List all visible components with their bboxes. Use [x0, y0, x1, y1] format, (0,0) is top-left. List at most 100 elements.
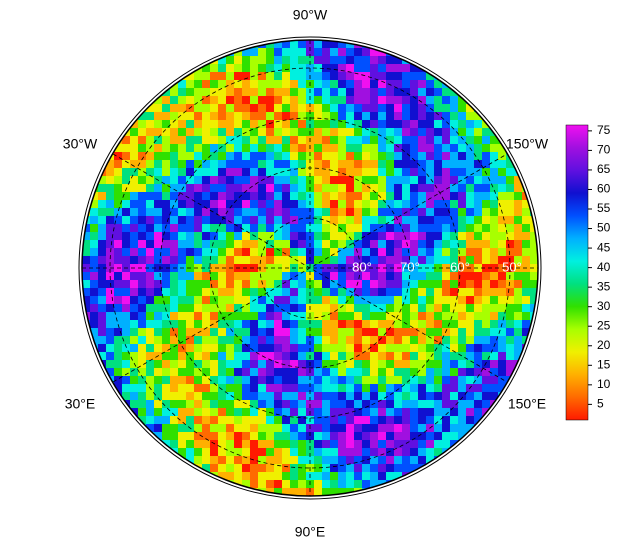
field-cell — [170, 416, 178, 424]
field-cell — [146, 408, 154, 416]
field-cell — [410, 64, 418, 72]
field-cell — [210, 256, 218, 264]
field-cell — [154, 312, 162, 320]
field-cell — [362, 480, 370, 488]
field-cell — [354, 456, 362, 464]
field-cell — [514, 312, 522, 320]
lon-label: 90°W — [293, 7, 328, 23]
field-cell — [210, 208, 218, 216]
field-cell — [266, 288, 274, 296]
field-cell — [234, 64, 242, 72]
field-cell — [386, 408, 394, 416]
field-cell — [266, 64, 274, 72]
field-cell — [346, 360, 354, 368]
field-cell — [250, 288, 258, 296]
field-cell — [458, 416, 466, 424]
field-cell — [226, 200, 234, 208]
field-cell — [362, 352, 370, 360]
field-cell — [274, 256, 282, 264]
field-cell — [210, 128, 218, 136]
field-cell — [346, 184, 354, 192]
field-cell — [234, 128, 242, 136]
field-cell — [306, 448, 314, 456]
field-cell — [138, 192, 146, 200]
field-cell — [522, 280, 530, 288]
field-cell — [218, 168, 226, 176]
field-cell — [130, 216, 138, 224]
field-cell — [170, 152, 178, 160]
field-cell — [426, 168, 434, 176]
field-cell — [266, 376, 274, 384]
field-cell — [138, 400, 146, 408]
field-cell — [322, 200, 330, 208]
field-cell — [234, 96, 242, 104]
field-cell — [314, 200, 322, 208]
field-cell — [218, 80, 226, 88]
field-cell — [130, 152, 138, 160]
field-cell — [186, 384, 194, 392]
field-cell — [298, 224, 306, 232]
field-cell — [410, 464, 418, 472]
field-cell — [122, 144, 130, 152]
field-cell — [314, 56, 322, 64]
field-cell — [154, 112, 162, 120]
field-cell — [210, 160, 218, 168]
field-cell — [322, 136, 330, 144]
field-cell — [386, 320, 394, 328]
field-cell — [154, 168, 162, 176]
field-cell — [178, 344, 186, 352]
field-cell — [314, 104, 322, 112]
field-cell — [346, 296, 354, 304]
field-cell — [282, 352, 290, 360]
field-cell — [298, 184, 306, 192]
field-cell — [378, 416, 386, 424]
field-cell — [130, 304, 138, 312]
field-cell — [362, 64, 370, 72]
field-cell — [378, 120, 386, 128]
field-cell — [338, 384, 346, 392]
field-cell — [186, 320, 194, 328]
field-cell — [194, 192, 202, 200]
field-cell — [130, 136, 138, 144]
field-cell — [386, 296, 394, 304]
field-cell — [322, 424, 330, 432]
field-cell — [370, 176, 378, 184]
field-cell — [474, 376, 482, 384]
field-cell — [314, 384, 322, 392]
field-cell — [242, 104, 250, 112]
field-cell — [274, 400, 282, 408]
field-cell — [290, 288, 298, 296]
field-cell — [298, 480, 306, 488]
field-cell — [330, 240, 338, 248]
field-cell — [370, 312, 378, 320]
field-cell — [122, 224, 130, 232]
field-cell — [290, 304, 298, 312]
field-cell — [346, 472, 354, 480]
field-cell — [330, 360, 338, 368]
field-cell — [226, 144, 234, 152]
field-cell — [418, 80, 426, 88]
field-cell — [202, 176, 210, 184]
field-cell — [442, 400, 450, 408]
field-cell — [218, 224, 226, 232]
field-cell — [474, 224, 482, 232]
field-cell — [186, 192, 194, 200]
field-cell — [218, 160, 226, 168]
field-cell — [298, 440, 306, 448]
field-cell — [234, 464, 242, 472]
field-cell — [266, 48, 274, 56]
field-cell — [242, 312, 250, 320]
field-cell — [274, 352, 282, 360]
field-cell — [410, 176, 418, 184]
field-cell — [218, 176, 226, 184]
field-cell — [378, 96, 386, 104]
field-cell — [434, 352, 442, 360]
field-cell — [306, 280, 314, 288]
field-cell — [338, 224, 346, 232]
field-cell — [418, 416, 426, 424]
field-cell — [258, 112, 266, 120]
field-cell — [378, 376, 386, 384]
field-cell — [410, 184, 418, 192]
field-cell — [530, 280, 538, 288]
field-cell — [186, 400, 194, 408]
